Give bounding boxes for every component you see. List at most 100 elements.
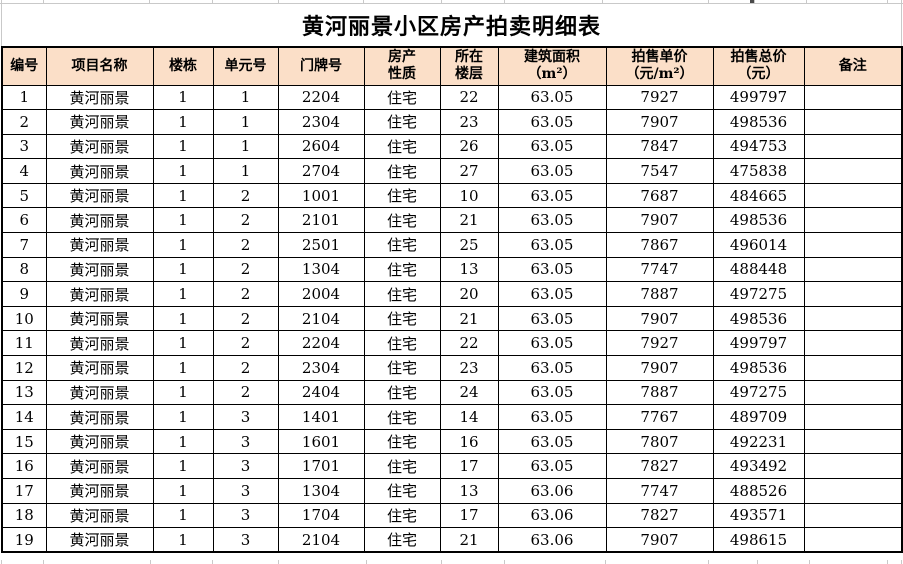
- cell[interactable]: [803, 305, 903, 332]
- cell[interactable]: 499797: [712, 84, 805, 111]
- cell[interactable]: 498536: [712, 305, 805, 332]
- cell[interactable]: 21: [439, 207, 499, 234]
- cell[interactable]: 住宅: [363, 158, 441, 184]
- cell[interactable]: 8: [1, 256, 47, 283]
- column-header-0[interactable]: 编号: [1, 46, 47, 86]
- cell[interactable]: 2: [212, 379, 279, 406]
- cell[interactable]: [803, 84, 903, 111]
- cell[interactable]: 21: [439, 527, 499, 553]
- cell[interactable]: 黄河丽景: [45, 182, 154, 209]
- cell[interactable]: 11: [1, 330, 47, 357]
- cell[interactable]: 19: [1, 527, 47, 553]
- cell[interactable]: 住宅: [363, 256, 441, 283]
- cell[interactable]: 1: [152, 109, 214, 135]
- cell[interactable]: 住宅: [363, 428, 441, 455]
- column-header-2[interactable]: 楼栋: [152, 46, 214, 86]
- cell[interactable]: 63.05: [497, 109, 607, 135]
- cell[interactable]: 3: [212, 527, 279, 553]
- column-header-4[interactable]: 门牌号: [277, 46, 365, 86]
- cell[interactable]: 7767: [605, 404, 714, 430]
- cell[interactable]: 1: [152, 182, 214, 209]
- cell[interactable]: 2: [212, 330, 279, 357]
- cell[interactable]: 63.05: [497, 379, 607, 406]
- cell[interactable]: 63.05: [497, 133, 607, 160]
- cell[interactable]: 22: [439, 84, 499, 111]
- cell[interactable]: 1: [152, 158, 214, 184]
- cell[interactable]: 2: [212, 182, 279, 209]
- cell[interactable]: 1: [152, 281, 214, 307]
- cell[interactable]: 2704: [277, 158, 365, 184]
- cell[interactable]: 498615: [712, 527, 805, 553]
- cell[interactable]: 498536: [712, 109, 805, 135]
- cell[interactable]: 7927: [605, 84, 714, 111]
- cell[interactable]: 1: [152, 527, 214, 553]
- cell[interactable]: 493571: [712, 502, 805, 529]
- cell[interactable]: 2: [212, 256, 279, 283]
- cell[interactable]: 2104: [277, 305, 365, 332]
- cell[interactable]: 63.06: [497, 502, 607, 529]
- cell[interactable]: 22: [439, 330, 499, 357]
- column-header-10[interactable]: 备注: [803, 46, 903, 86]
- cell[interactable]: 3: [1, 133, 47, 160]
- cell[interactable]: 2: [212, 281, 279, 307]
- cell[interactable]: 497275: [712, 281, 805, 307]
- cell[interactable]: 1: [212, 84, 279, 111]
- cell[interactable]: 9: [1, 281, 47, 307]
- cell[interactable]: 17: [439, 453, 499, 479]
- cell[interactable]: 63.05: [497, 428, 607, 455]
- cell[interactable]: 16: [1, 453, 47, 479]
- cell[interactable]: 7887: [605, 281, 714, 307]
- cell[interactable]: 27: [439, 158, 499, 184]
- cell[interactable]: 黄河丽景: [45, 428, 154, 455]
- cell[interactable]: 1: [152, 207, 214, 234]
- cell[interactable]: 63.05: [497, 256, 607, 283]
- cell[interactable]: 2204: [277, 330, 365, 357]
- cell[interactable]: 7747: [605, 478, 714, 504]
- cell[interactable]: 住宅: [363, 109, 441, 135]
- cell[interactable]: 13: [439, 478, 499, 504]
- cell[interactable]: 63.05: [497, 232, 607, 258]
- cell[interactable]: 2104: [277, 527, 365, 553]
- cell[interactable]: [803, 109, 903, 135]
- cell[interactable]: 12: [1, 355, 47, 381]
- cell[interactable]: 1: [152, 232, 214, 258]
- cell[interactable]: 3: [212, 404, 279, 430]
- cell[interactable]: 住宅: [363, 232, 441, 258]
- cell[interactable]: [803, 232, 903, 258]
- cell[interactable]: 2004: [277, 281, 365, 307]
- cell[interactable]: 1: [152, 478, 214, 504]
- cell[interactable]: 7907: [605, 355, 714, 381]
- cell[interactable]: 1704: [277, 502, 365, 529]
- cell[interactable]: 住宅: [363, 84, 441, 111]
- cell[interactable]: 1304: [277, 256, 365, 283]
- cell[interactable]: 1: [152, 256, 214, 283]
- cell[interactable]: 488526: [712, 478, 805, 504]
- cell[interactable]: 3: [212, 453, 279, 479]
- cell[interactable]: 住宅: [363, 182, 441, 209]
- cell[interactable]: 住宅: [363, 379, 441, 406]
- cell[interactable]: 7747: [605, 256, 714, 283]
- cell[interactable]: [803, 428, 903, 455]
- cell[interactable]: 1: [212, 158, 279, 184]
- cell[interactable]: 2: [212, 207, 279, 234]
- cell[interactable]: 14: [439, 404, 499, 430]
- cell[interactable]: [803, 133, 903, 160]
- cell[interactable]: 2: [1, 109, 47, 135]
- column-header-6[interactable]: 所在 楼层: [439, 46, 499, 86]
- cell[interactable]: 住宅: [363, 207, 441, 234]
- cell[interactable]: 1: [152, 404, 214, 430]
- cell[interactable]: [803, 453, 903, 479]
- cell[interactable]: 住宅: [363, 453, 441, 479]
- column-header-1[interactable]: 项目名称: [45, 46, 154, 86]
- cell[interactable]: 1: [212, 133, 279, 160]
- cell[interactable]: 21: [439, 305, 499, 332]
- cell[interactable]: 14: [1, 404, 47, 430]
- cell[interactable]: 黄河丽景: [45, 133, 154, 160]
- cell[interactable]: 黄河丽景: [45, 379, 154, 406]
- cell[interactable]: [803, 478, 903, 504]
- cell[interactable]: 2101: [277, 207, 365, 234]
- cell[interactable]: 6: [1, 207, 47, 234]
- cell[interactable]: 住宅: [363, 330, 441, 357]
- cell[interactable]: 2304: [277, 355, 365, 381]
- cell[interactable]: 2204: [277, 84, 365, 111]
